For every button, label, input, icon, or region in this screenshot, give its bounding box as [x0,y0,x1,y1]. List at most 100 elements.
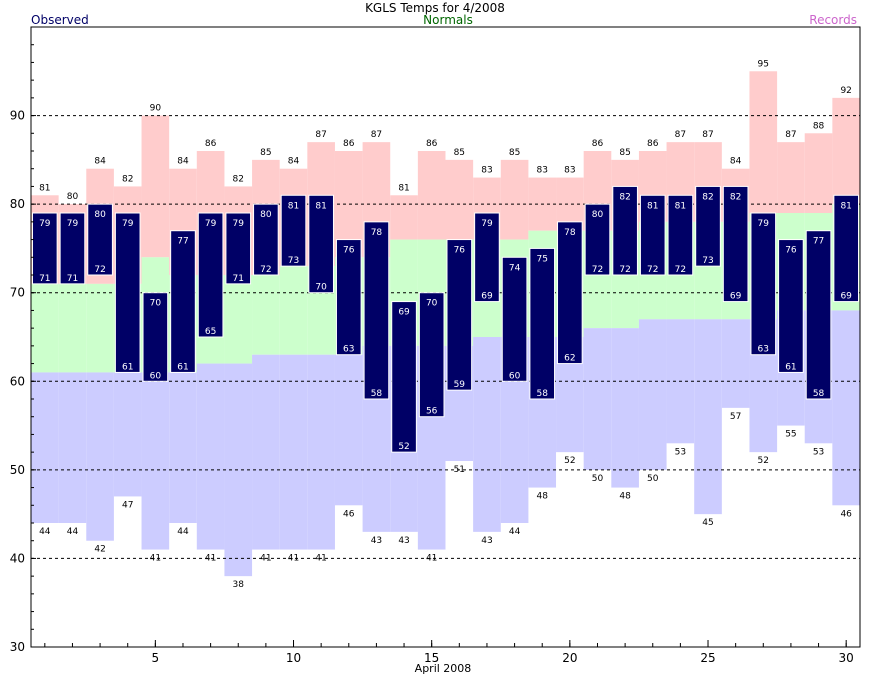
observed-high-label: 70 [150,299,162,309]
observed-bar [253,203,279,276]
observed-low-label: 72 [94,265,105,275]
record-low-band [86,372,114,541]
record-low-label: 38 [233,580,245,590]
observed-bar [557,221,583,365]
record-low-label: 53 [813,447,824,457]
observed-bar [722,185,749,303]
record-low-label: 44 [509,527,521,537]
record-high-band [417,151,446,240]
record-low-label: 50 [592,474,604,484]
observed-bar [612,185,638,276]
record-low-label: 52 [758,456,769,466]
record-high-label: 84 [288,157,300,167]
record-high-label: 83 [481,166,492,176]
record-high-label: 85 [260,148,271,158]
record-high-band [445,159,474,240]
observed-high-label: 76 [343,246,355,256]
observed-high-label: 81 [840,201,851,211]
record-high-label: 83 [536,166,547,176]
record-high-band [777,142,805,213]
record-low-band [473,337,501,532]
y-tick-label: 50 [10,463,25,477]
observed-low-label: 61 [177,362,188,372]
observed-low-label: 60 [150,371,162,381]
record-low-band [832,310,860,506]
record-low-label: 44 [177,527,189,537]
observed-high-label: 79 [233,219,245,229]
observed-bar [446,239,473,391]
record-high-label: 80 [67,192,79,202]
observed-low-label: 72 [647,265,658,275]
observed-low-label: 72 [619,265,630,275]
record-high-label: 83 [564,166,575,176]
record-high-label: 84 [177,157,189,167]
observed-low-label: 69 [840,292,852,302]
observed-bar [695,185,721,267]
record-low-label: 57 [730,412,741,422]
observed-low-label: 52 [398,442,409,452]
observed-low-label: 59 [454,380,466,390]
observed-high-label: 77 [177,237,188,247]
record-low-label: 48 [619,492,631,502]
observed-low-label: 58 [813,389,825,399]
record-low-band [141,372,170,550]
observed-high-label: 80 [94,210,106,220]
record-high-label: 86 [647,139,659,149]
record-low-band [113,372,142,497]
record-low-label: 44 [67,527,79,537]
record-low-band [169,372,197,523]
observed-bar [335,239,362,356]
record-high-label: 84 [94,157,106,167]
record-low-label: 55 [785,430,796,440]
normal-band [224,275,253,364]
observed-low-label: 56 [426,407,438,417]
record-low-label: 43 [371,536,382,546]
observed-high-label: 81 [675,201,686,211]
record-low-label: 45 [702,518,713,528]
record-high-label: 86 [205,139,217,149]
observed-low-label: 73 [702,256,713,266]
record-low-band [31,372,59,523]
record-high-label: 86 [426,139,438,149]
legend-records: Records [809,13,857,27]
record-high-label: 90 [150,104,162,114]
record-high-label: 82 [122,174,133,184]
record-low-label: 41 [205,554,216,564]
observed-low-label: 71 [67,274,78,284]
record-high-label: 92 [840,86,851,96]
record-low-band [721,319,750,408]
observed-bar [584,203,611,276]
observed-bar [474,212,500,303]
value-labels-layer: 79 71 81 44 79 71 80 44 80 72 84 42 79 61 82 47 70 60 90 41… [39,59,852,590]
x-axis-label: April 2008 [415,662,472,675]
observed-bar [750,212,777,356]
record-high-label: 85 [509,148,520,158]
record-low-label: 50 [647,474,659,484]
observed-high-label: 81 [647,201,658,211]
observed-bar [114,212,141,373]
axes-layer: 30 40 50 60 70 80 90 5 10 15 20 25 30 [10,26,854,665]
observed-low-label: 72 [675,265,686,275]
record-high-label: 86 [343,139,355,149]
record-high-label: 85 [619,148,630,158]
observed-low-label: 63 [758,345,769,355]
observed-high-label: 82 [619,192,630,202]
record-low-label: 43 [481,536,492,546]
record-low-label: 46 [840,509,852,519]
y-tick-label: 30 [10,640,25,654]
record-low-band [638,319,667,470]
normal-band [252,275,280,355]
x-tick-label: 20 [562,651,577,665]
record-high-band [804,133,833,213]
observed-bar [59,212,86,285]
observed-high-label: 79 [481,219,493,229]
observed-low-label: 61 [122,362,133,372]
record-low-band [252,354,280,550]
record-low-label: 44 [39,527,51,537]
record-high-label: 82 [233,174,244,184]
record-low-label: 51 [454,465,465,475]
record-low-label: 47 [122,500,133,510]
record-high-label: 85 [454,148,465,158]
observed-low-label: 60 [509,371,521,381]
observed-low-label: 72 [260,265,271,275]
